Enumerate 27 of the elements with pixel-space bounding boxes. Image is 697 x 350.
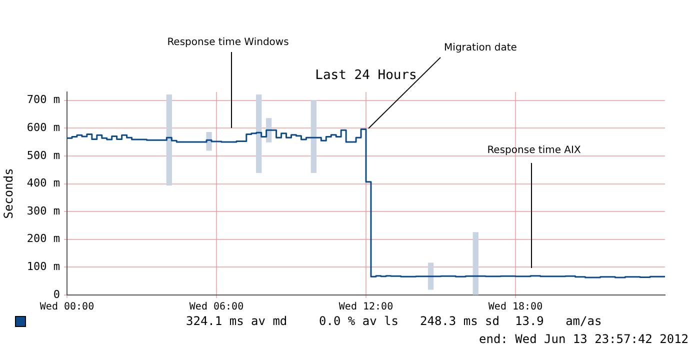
text: 324.1 ms av md [186, 314, 288, 328]
x-tick-label: Wed 18:00 [488, 302, 543, 313]
y-tick-label: 600 m [26, 121, 60, 134]
text: 248.3 ms sd [420, 314, 500, 328]
y-axis-title: Seconds [1, 168, 16, 219]
chart-title: Last 24 Hours [315, 68, 417, 83]
bar [166, 94, 172, 186]
bar [256, 94, 262, 173]
x-tick-label: Wed 00:00 [40, 302, 94, 313]
y-tick-label: 0 [53, 288, 60, 301]
annotation: Response time AIX [487, 145, 581, 156]
text: 0.0 % av ls [319, 314, 398, 328]
y-tick-label: 700 m [26, 93, 60, 106]
x-tick-label: Wed 12:00 [338, 302, 394, 313]
text: Response time Windows [167, 37, 289, 48]
y-tick-label: 300 m [26, 204, 60, 218]
text: end: Wed Jun 13 23:57:42 2012 [479, 332, 689, 346]
y-tick-label: 200 m [26, 232, 60, 246]
x-tick-label: Wed 06:00 [189, 302, 244, 313]
text: 13.9 am/as [515, 314, 602, 328]
bar [472, 232, 478, 295]
bar [310, 100, 317, 173]
y-tick-label: 400 m [26, 176, 60, 190]
annotation: Migration date [444, 42, 517, 54]
y-tick-label: 100 m [26, 260, 60, 274]
bar [428, 262, 434, 290]
y-tick-label: 500 m [26, 148, 60, 162]
